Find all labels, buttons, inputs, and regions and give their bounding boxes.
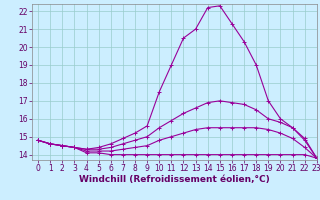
X-axis label: Windchill (Refroidissement éolien,°C): Windchill (Refroidissement éolien,°C) bbox=[79, 175, 270, 184]
